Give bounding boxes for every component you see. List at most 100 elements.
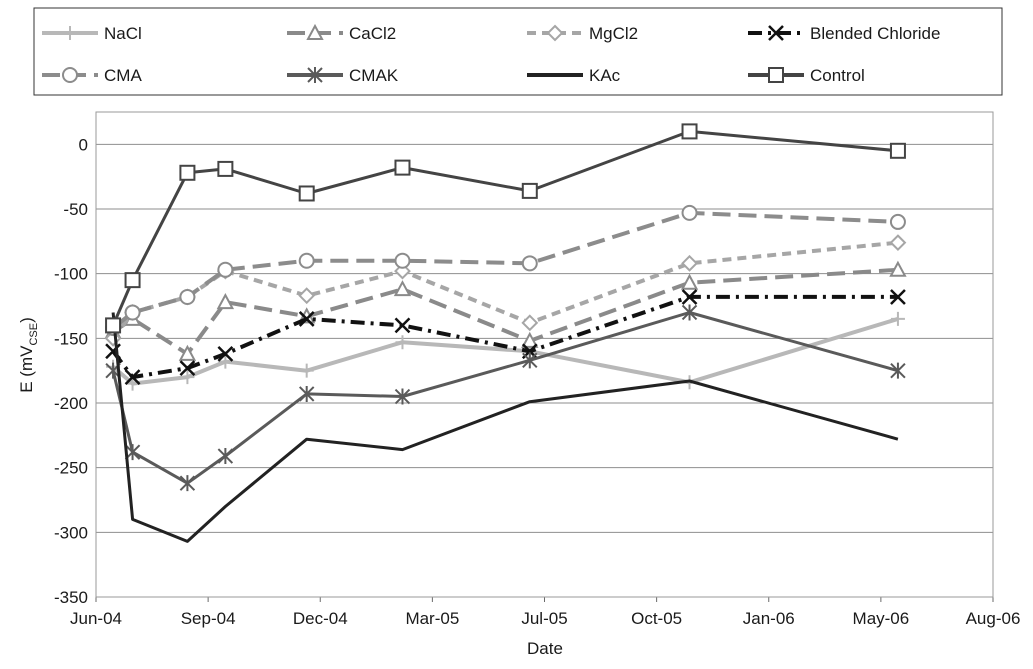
legend-label: Control [810, 66, 865, 85]
series-marker [179, 475, 196, 492]
series-marker [307, 67, 323, 83]
series-marker [890, 289, 906, 305]
x-tick-labels: Jun-04 Sep-04 Dec-04 Mar-05 Jul-05 Oct-05 Jan-… [70, 597, 1020, 628]
legend-box [33, 7, 1003, 96]
series-marker [768, 25, 784, 41]
series-marker [521, 255, 538, 272]
series-marker [681, 204, 698, 221]
series-marker [889, 260, 907, 277]
series-marker [681, 254, 698, 272]
x-tick-label: Mar-05 [405, 609, 459, 628]
x-tick-label: Jun-04 [70, 609, 122, 628]
legend-entry: CaCl2 [287, 23, 396, 43]
series-marker [681, 289, 698, 305]
series-marker [889, 142, 906, 159]
series-marker [394, 317, 411, 334]
series-marker [62, 67, 78, 83]
series-marker [298, 252, 315, 269]
plot-area-border [95, 111, 994, 598]
series-marker [218, 354, 233, 369]
x-tick-label: Sep-04 [181, 609, 236, 628]
series-marker [681, 304, 698, 321]
series-marker [299, 363, 314, 378]
y-axis-title-main: E (mV [17, 345, 36, 393]
series-marker [217, 448, 234, 465]
series-marker [521, 314, 539, 332]
legend-label: Blended Chloride [810, 24, 940, 43]
series-marker [768, 67, 784, 83]
series-marker [105, 317, 122, 334]
series-marker [394, 252, 411, 269]
series-line [111, 312, 899, 543]
series-marker [63, 26, 77, 40]
legend-entry: Blended Chloride [748, 24, 940, 43]
y-axis-title: E (mVCSE) [17, 317, 40, 393]
x-tick-label: Aug-06 [966, 609, 1021, 628]
series-marker [298, 287, 316, 305]
legend-label: CMA [104, 66, 142, 85]
series-marker [889, 213, 906, 230]
series-marker [124, 304, 141, 321]
series-kac [111, 312, 899, 543]
x-tick-label: Oct-05 [631, 609, 682, 628]
series-marker [890, 362, 906, 379]
legend-entry: CMA [42, 66, 142, 85]
series-marker [179, 164, 196, 181]
series-marker [178, 344, 197, 361]
y-axis-title-subscript: CSE [28, 323, 40, 346]
series-layer [104, 123, 907, 543]
series-marker [394, 388, 411, 405]
series-marker [521, 182, 538, 199]
series-marker [217, 160, 234, 177]
legend: NaCl CaCl2 MgCl2 Blended Chloride CMA CMAK KAc… [33, 7, 1003, 96]
series-marker [298, 185, 315, 202]
series-marker [394, 159, 411, 176]
y-tick-label: -100 [54, 265, 88, 284]
series-marker [124, 272, 141, 289]
legend-entry: CMAK [287, 66, 399, 85]
x-tick-label: Jul-05 [521, 609, 567, 628]
y-tick-label: -250 [54, 459, 88, 478]
series-marker [395, 335, 410, 350]
y-tick-label: -200 [54, 394, 88, 413]
series-marker [890, 311, 905, 326]
series-marker [179, 288, 196, 305]
series-marker [521, 331, 539, 348]
series-marker [179, 360, 196, 376]
y-axis-title-close: ) [17, 317, 36, 323]
series-marker [522, 352, 538, 369]
legend-entry: MgCl2 [527, 24, 638, 43]
y-tick-label: -50 [63, 200, 88, 219]
legend-label: MgCl2 [589, 24, 638, 43]
series-marker [546, 24, 564, 42]
y-tick-label: -300 [54, 523, 88, 542]
series-marker [124, 369, 141, 386]
y-tick-label: -150 [54, 329, 88, 348]
series-marker [298, 311, 315, 327]
y-tick-label: -350 [54, 588, 88, 607]
x-tick-label: Jan-06 [743, 609, 795, 628]
series-marker [393, 280, 412, 297]
series-marker [180, 370, 195, 385]
series-marker [217, 261, 234, 278]
legend-label: KAc [589, 66, 621, 85]
series-marker [217, 345, 234, 362]
series-marker [680, 273, 699, 290]
series-marker [306, 23, 324, 40]
legend-entry: KAc [527, 66, 621, 85]
legend-label: NaCl [104, 24, 142, 43]
legend-entry: NaCl [42, 24, 142, 43]
series-control [105, 123, 906, 334]
x-tick-label: May-06 [853, 609, 910, 628]
series-marker [889, 234, 907, 252]
x-axis-title: Date [527, 639, 563, 658]
y-tick-label: 0 [79, 135, 88, 154]
x-tick-label: Dec-04 [293, 609, 348, 628]
legend-label: CaCl2 [349, 24, 396, 43]
series-marker [298, 385, 315, 402]
series-blended-chloride [105, 289, 906, 386]
series-marker [681, 123, 698, 140]
legend-entry: Control [748, 66, 865, 85]
series-marker [216, 293, 235, 310]
